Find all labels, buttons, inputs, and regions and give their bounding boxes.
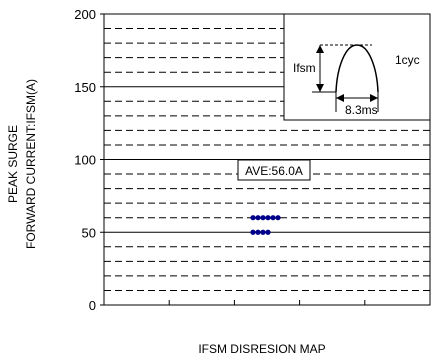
data-point xyxy=(265,229,271,235)
peak-arrow-down-icon xyxy=(316,84,324,92)
y-tick-label: 0 xyxy=(89,298,96,313)
data-point xyxy=(270,215,276,221)
average-annotation-text: AVE:56.0A xyxy=(245,164,303,178)
y-axis-label-line-1: PEAK SURGE xyxy=(6,125,20,203)
data-point xyxy=(250,229,256,235)
data-point xyxy=(250,215,256,221)
average-annotation-box xyxy=(237,159,311,181)
data-point xyxy=(255,229,261,235)
data-point xyxy=(260,229,266,235)
y-tick-label: 50 xyxy=(82,225,96,240)
data-point xyxy=(265,215,271,221)
y-tick-label: 200 xyxy=(74,7,96,22)
inset-cycle-label: 1cyc xyxy=(395,53,420,67)
waveform-inset: Ifsm 1cyc 8.3ms xyxy=(283,13,431,121)
y-tick-label: 100 xyxy=(74,153,96,168)
data-point xyxy=(275,215,281,221)
peak-arrow-up-icon xyxy=(316,45,324,53)
width-arrow-left-icon xyxy=(336,94,344,102)
data-points xyxy=(250,215,281,235)
data-point xyxy=(255,215,261,221)
average-annotation: AVE:56.0A xyxy=(237,159,311,181)
x-ticks xyxy=(168,300,366,305)
width-arrow-right-icon xyxy=(370,94,378,102)
y-tick-label: 150 xyxy=(74,80,96,95)
y-ticks: 0 50 100 150 200 xyxy=(74,7,104,313)
inset-width-label: 8.3ms xyxy=(345,103,378,117)
x-axis-label: IFSM DISRESION MAP xyxy=(198,342,325,356)
inset-peak-label: Ifsm xyxy=(293,61,316,75)
y-axis-label-line-2: FORWARD CURRENT:IFSM(A) xyxy=(24,79,38,249)
inset-box xyxy=(283,13,431,121)
data-point xyxy=(260,215,266,221)
half-sine-wave xyxy=(335,44,379,93)
